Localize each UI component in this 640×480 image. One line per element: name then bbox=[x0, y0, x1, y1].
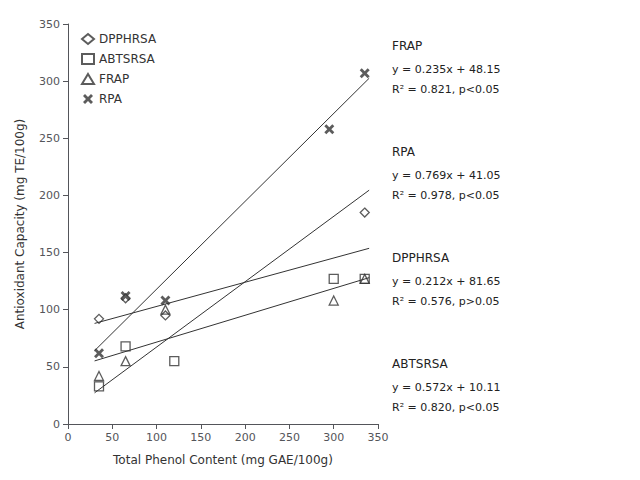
svg-text:100: 100 bbox=[39, 303, 60, 316]
svg-text:Antioxidant Capacity (mg TE/10: Antioxidant Capacity (mg TE/100g) bbox=[13, 119, 27, 330]
svg-text:150: 150 bbox=[190, 431, 211, 444]
svg-text:y = 0.572x + 10.11: y = 0.572x + 10.11 bbox=[392, 381, 500, 394]
svg-text:300: 300 bbox=[39, 75, 60, 88]
svg-text:FRAP: FRAP bbox=[392, 39, 422, 53]
svg-text:y = 0.769x + 41.05: y = 0.769x + 41.05 bbox=[392, 169, 500, 182]
svg-text:ABTSRSA: ABTSRSA bbox=[99, 52, 156, 66]
svg-text:y = 0.212x + 81.65: y = 0.212x + 81.65 bbox=[392, 275, 500, 288]
svg-text:R² = 0.978, p<0.05: R² = 0.978, p<0.05 bbox=[392, 189, 499, 202]
svg-text:DPPHRSA: DPPHRSA bbox=[392, 251, 450, 265]
svg-text:150: 150 bbox=[39, 246, 60, 259]
svg-text:RPA: RPA bbox=[99, 92, 123, 106]
svg-text:R² = 0.821, p<0.05: R² = 0.821, p<0.05 bbox=[392, 83, 499, 96]
svg-text:350: 350 bbox=[39, 18, 60, 31]
svg-text:200: 200 bbox=[39, 189, 60, 202]
svg-text:y = 0.235x + 48.15: y = 0.235x + 48.15 bbox=[392, 63, 500, 76]
svg-text:50: 50 bbox=[46, 360, 60, 373]
svg-text:Total Phenol Content (mg GAE/1: Total Phenol Content (mg GAE/100g) bbox=[112, 453, 333, 467]
svg-text:250: 250 bbox=[279, 431, 300, 444]
svg-text:R² = 0.576, p>0.05: R² = 0.576, p>0.05 bbox=[392, 295, 499, 308]
svg-text:ABTSRSA: ABTSRSA bbox=[392, 357, 449, 371]
svg-text:DPPHRSA: DPPHRSA bbox=[99, 32, 157, 46]
svg-text:200: 200 bbox=[235, 431, 256, 444]
svg-text:100: 100 bbox=[146, 431, 167, 444]
svg-text:50: 50 bbox=[105, 431, 119, 444]
svg-text:350: 350 bbox=[368, 431, 389, 444]
svg-text:300: 300 bbox=[323, 431, 344, 444]
svg-text:RPA: RPA bbox=[392, 145, 416, 159]
svg-text:0: 0 bbox=[65, 431, 72, 444]
svg-text:0: 0 bbox=[53, 418, 60, 431]
svg-text:FRAP: FRAP bbox=[99, 72, 129, 86]
svg-text:R² = 0.820, p<0.05: R² = 0.820, p<0.05 bbox=[392, 401, 499, 414]
svg-text:250: 250 bbox=[39, 132, 60, 145]
